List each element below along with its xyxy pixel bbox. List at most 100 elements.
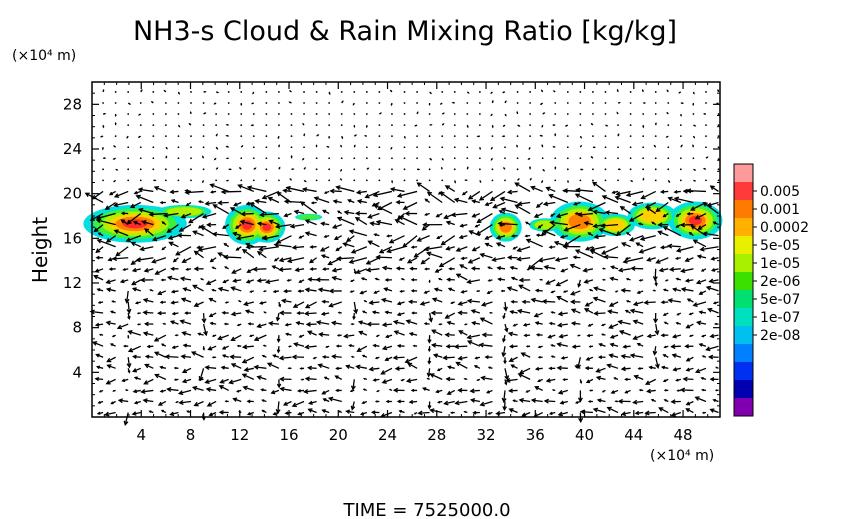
- wind-vector-head: [487, 366, 491, 369]
- wind-vector: [715, 366, 719, 369]
- wind-vector-head: [644, 410, 650, 416]
- wind-vector-head: [321, 299, 326, 304]
- wind-vector-head: [229, 168, 232, 171]
- wind-vector-head: [178, 125, 181, 128]
- wind-vector: [646, 388, 656, 394]
- wind-vector: [678, 91, 682, 94]
- wind-vector-head: [304, 303, 311, 309]
- wind-vector: [692, 239, 707, 248]
- wind-vector: [574, 400, 581, 404]
- wind-vector-shaft: [518, 373, 531, 380]
- wind-vector-shaft: [293, 301, 305, 308]
- wind-vector: [309, 267, 317, 271]
- wind-vector-head: [254, 198, 260, 204]
- wind-vector: [479, 147, 481, 151]
- wind-vector: [534, 366, 543, 371]
- wind-vector-shaft: [498, 222, 518, 226]
- wind-vector: [109, 310, 116, 314]
- wind-vector-head: [105, 320, 111, 326]
- wind-vector-shaft: [202, 312, 205, 323]
- wind-vector-head: [379, 112, 382, 115]
- wind-vector-head: [160, 409, 164, 413]
- wind-vector: [490, 113, 493, 117]
- wind-vector-head: [307, 277, 313, 282]
- wind-vector: [213, 102, 217, 105]
- wind-vector: [376, 389, 380, 393]
- wind-vector: [595, 375, 606, 381]
- wind-vector-shaft: [601, 246, 619, 255]
- wind-vector-shaft: [584, 308, 594, 314]
- wind-vector: [501, 390, 507, 404]
- wind-vector: [604, 179, 607, 182]
- wind-vector: [457, 301, 468, 306]
- wind-vector: [644, 378, 657, 385]
- wind-vector-head: [446, 320, 452, 325]
- wind-vector: [509, 265, 518, 270]
- wind-vector: [181, 257, 192, 263]
- wind-vector: [592, 102, 594, 104]
- wind-vector-head: [236, 323, 240, 327]
- wind-vector-head: [609, 342, 615, 347]
- wind-vector-shaft: [269, 220, 280, 226]
- wind-vector-head: [629, 353, 636, 359]
- wind-vector-shaft: [633, 320, 644, 325]
- wind-vector: [427, 357, 432, 365]
- wind-vector-shaft: [458, 301, 468, 306]
- wind-vector: [556, 365, 568, 371]
- wind-vector-head: [670, 344, 676, 349]
- wind-vector: [537, 224, 544, 229]
- wind-vector: [628, 212, 644, 222]
- wind-vector-shaft: [634, 375, 644, 380]
- wind-vector-shaft: [503, 390, 506, 402]
- wind-vector: [276, 346, 281, 354]
- wind-vector-head: [426, 251, 432, 257]
- wind-vector-head: [190, 351, 197, 356]
- wind-vector: [394, 219, 405, 226]
- wind-vector: [213, 157, 217, 161]
- wind-vector: [548, 245, 556, 249]
- wind-vector-head: [95, 255, 100, 260]
- wind-vector-head: [534, 386, 540, 391]
- wind-vector: [282, 188, 292, 194]
- wind-vector-shaft: [136, 257, 154, 261]
- wind-vector: [463, 410, 468, 414]
- wind-vector-head: [592, 223, 598, 229]
- wind-vector-head: [121, 378, 126, 383]
- wind-vector: [666, 111, 669, 115]
- wind-vector: [177, 389, 192, 396]
- wind-vector-head: [347, 199, 352, 203]
- wind-vector-head: [123, 344, 127, 348]
- wind-vector: [398, 409, 405, 414]
- wind-vector-shaft: [242, 249, 255, 259]
- wind-vector: [290, 154, 293, 159]
- wind-vector-head: [261, 409, 265, 413]
- wind-vector: [679, 179, 682, 182]
- wind-vector: [273, 242, 292, 248]
- wind-vector: [127, 102, 132, 105]
- wind-vector-head: [624, 390, 629, 394]
- wind-vector-head: [317, 287, 324, 293]
- wind-vector-head: [132, 389, 138, 394]
- wind-vector: [402, 201, 418, 210]
- wind-vector: [384, 356, 393, 362]
- wind-vector-shaft: [142, 220, 154, 226]
- wind-vector-head: [431, 297, 438, 303]
- wind-vector: [540, 102, 544, 105]
- wind-vector-head: [169, 189, 175, 195]
- wind-vector-head: [631, 180, 634, 182]
- wind-vector-head: [278, 304, 282, 308]
- wind-vector: [177, 113, 180, 115]
- wind-vector: [253, 364, 267, 370]
- wind-vector-head: [148, 211, 154, 217]
- wind-vector: [242, 385, 255, 392]
- wind-vector-head: [381, 322, 388, 328]
- wind-vector: [184, 311, 192, 315]
- wind-vector: [320, 254, 330, 259]
- wind-vector: [662, 226, 682, 237]
- wind-vector: [125, 235, 141, 243]
- wind-vector-head: [424, 198, 428, 202]
- wind-vector-head: [540, 231, 546, 236]
- wind-vector-shaft: [127, 213, 142, 225]
- wind-vector: [285, 185, 305, 193]
- wind-vector-shaft: [94, 224, 104, 232]
